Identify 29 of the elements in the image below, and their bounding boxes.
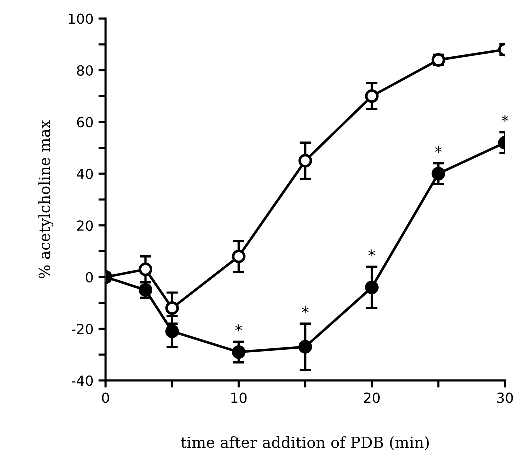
y-tick-label: 20: [77, 220, 94, 232]
x-axis-title: time after addition of PDB (min): [181, 436, 430, 450]
y-axis-title: % acetylcholine max: [38, 120, 54, 278]
x-tick-label: 20: [364, 392, 380, 404]
point: [432, 167, 446, 181]
annotation: *: [435, 146, 442, 154]
x-tick-label: 0: [102, 392, 110, 404]
y-tick-label: -20: [72, 324, 94, 334]
point: [166, 302, 180, 316]
x-tick-label: 30: [497, 392, 514, 404]
y-tick-label: -40: [72, 376, 94, 386]
x-tick-label: 10: [232, 392, 247, 404]
point: [232, 250, 246, 264]
annotation: *: [236, 324, 242, 332]
point: [232, 345, 246, 360]
y-tick-label: 100: [69, 14, 94, 24]
y-tick-label: 0: [86, 272, 94, 283]
point: [365, 90, 379, 104]
point: [166, 324, 180, 338]
annotation: *: [502, 115, 509, 122]
y-tick-label: 40: [77, 168, 94, 180]
point: [298, 154, 312, 168]
point: [138, 262, 153, 276]
y-tick-label: 60: [77, 117, 94, 128]
annotation: *: [302, 306, 309, 314]
point: [298, 340, 312, 354]
annotation: *: [368, 250, 376, 257]
point: [365, 280, 379, 294]
y-tick-label: 80: [77, 65, 94, 76]
